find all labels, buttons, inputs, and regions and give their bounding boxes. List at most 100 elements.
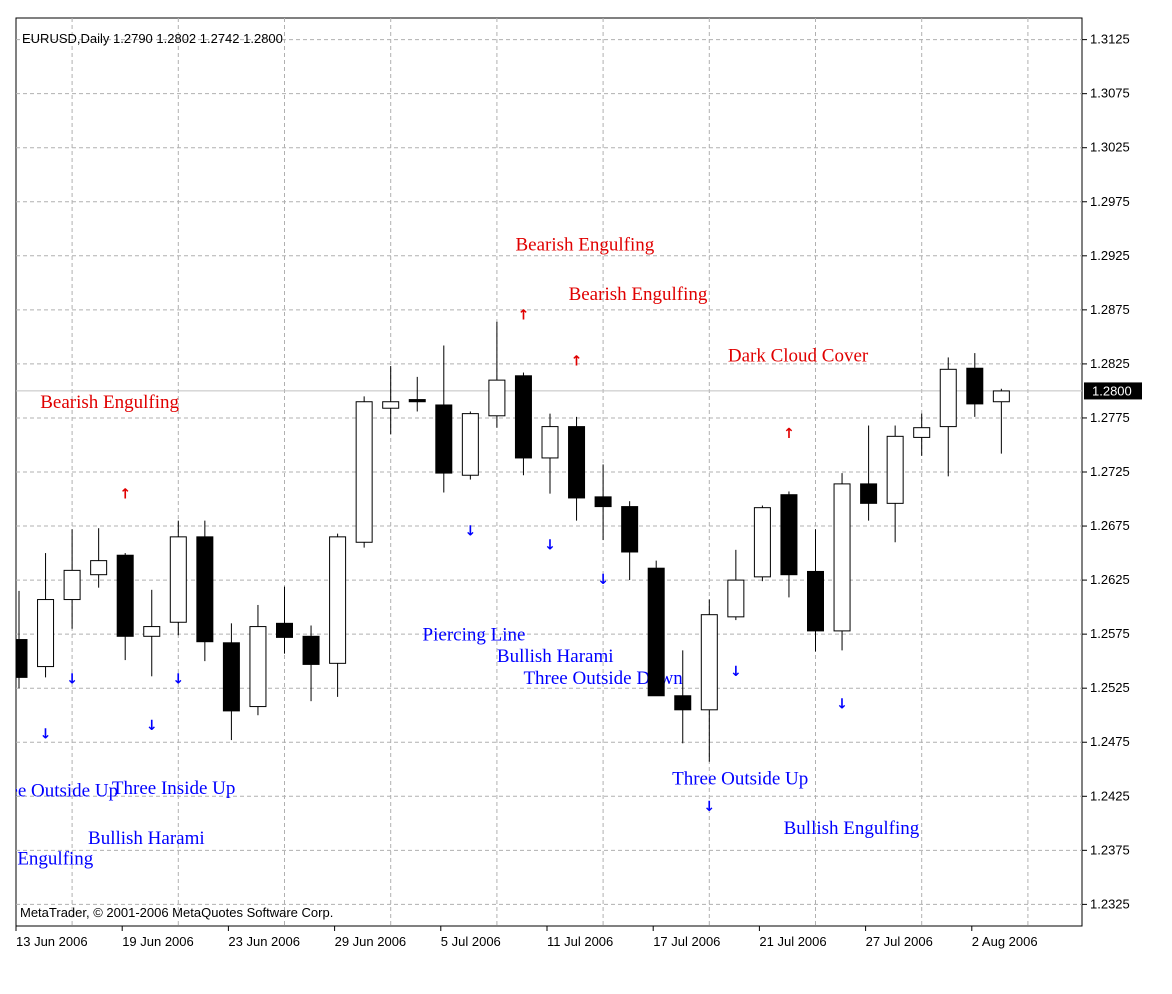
y-tick-label: 1.2825 — [1090, 356, 1130, 371]
candle — [807, 529, 824, 652]
current-price-label-text: 1.2800 — [1092, 383, 1132, 398]
pattern-label: Bearish Engulfing — [40, 392, 179, 413]
candle-body-down — [514, 375, 532, 459]
candle-body-up — [992, 390, 1010, 403]
bullish-arrow-icon: ↓ — [40, 727, 52, 743]
y-tick-label: 1.2375 — [1090, 842, 1130, 857]
candle — [222, 623, 240, 741]
bullish-arrow-icon: ↓ — [172, 672, 184, 688]
pattern-annotations: Bearish Engulfing Bearish Engulfing Dark C… — [3, 234, 920, 869]
candle-body-up — [329, 536, 347, 664]
bearish-arrow-icon: ↑ — [783, 426, 795, 442]
candle-body-up — [461, 413, 479, 476]
bullish-arrow-icon: ↓ — [730, 664, 742, 680]
pattern-label: ree Outside Up — [3, 780, 118, 801]
pattern-label: Bullish Harami — [497, 646, 614, 667]
candle-body-down — [674, 695, 692, 711]
candle-body-up — [143, 626, 161, 637]
candle-body-up — [913, 427, 931, 438]
bearish-arrow-icon: ↑ — [518, 307, 530, 323]
candle — [143, 589, 161, 677]
candle-body-down — [116, 554, 134, 637]
candle — [621, 501, 639, 581]
candle — [860, 425, 878, 521]
x-tick-label: 17 Jul 2006 — [653, 934, 720, 949]
candle — [568, 416, 586, 521]
y-tick-label: 1.2325 — [1090, 896, 1130, 911]
y-tick-label: 1.2775 — [1090, 410, 1130, 425]
candle — [939, 357, 957, 477]
candle — [674, 650, 692, 744]
candle — [514, 372, 532, 476]
candle — [780, 491, 798, 598]
y-tick-label: 1.2725 — [1090, 464, 1130, 479]
candle-body-up — [249, 626, 267, 708]
y-tick-label: 1.2625 — [1090, 572, 1130, 587]
candle-body-up — [541, 426, 559, 459]
candle — [647, 560, 665, 697]
pattern-label: Bearish Engulfing — [569, 284, 708, 305]
symbol-info-text: EURUSD,Daily 1.2790 1.2802 1.2742 1.2800 — [22, 31, 283, 46]
candle — [16, 590, 28, 689]
candle-body-down — [435, 404, 453, 474]
copyright-text: MetaTrader, © 2001-2006 MetaQuotes Softw… — [20, 905, 333, 920]
candle-body-down — [860, 483, 878, 504]
y-tick-label: 1.2525 — [1090, 680, 1130, 695]
pattern-label: Bearish Engulfing — [515, 234, 654, 255]
candle — [90, 528, 108, 588]
y-tick-label: 1.2875 — [1090, 302, 1130, 317]
pattern-label: Piercing Line — [423, 625, 526, 646]
bearish-arrow-icon: ↑ — [571, 354, 583, 370]
candle — [541, 413, 559, 494]
candle-body-up — [886, 435, 904, 504]
candle-body-up — [488, 379, 506, 417]
x-tick-label: 19 Jun 2006 — [122, 934, 194, 949]
candle — [355, 396, 373, 548]
candle-body-down — [568, 426, 586, 499]
y-tick-label: 1.2975 — [1090, 194, 1130, 209]
bearish-arrow-icon: ↑ — [119, 487, 131, 503]
candle-body-down — [408, 399, 426, 403]
pattern-label: Three Outside Down — [523, 668, 683, 689]
y-axis: 1.3125 1.3075 1.3025 1.2975 1.2925 1.2875 1.28… — [1082, 32, 1130, 911]
candle — [886, 425, 904, 543]
y-tick-label: 1.2475 — [1090, 734, 1130, 749]
candle — [249, 604, 267, 716]
x-tick-label: 21 Jul 2006 — [759, 934, 826, 949]
candle — [276, 586, 293, 654]
candle-body-down — [647, 567, 665, 697]
bullish-arrow-icon: ↓ — [597, 572, 609, 588]
candle — [488, 321, 506, 428]
candle — [992, 388, 1010, 454]
y-tick-label: 1.3025 — [1090, 140, 1130, 155]
bullish-arrow-icon: ↓ — [544, 538, 556, 554]
candle — [302, 625, 320, 702]
candle — [700, 599, 718, 762]
candle-body-up — [37, 599, 55, 668]
candle — [435, 345, 453, 493]
pattern-label: Three Inside Up — [112, 778, 235, 799]
candle-body-down — [594, 496, 612, 508]
candle-body-down — [966, 367, 984, 405]
y-tick-label: 1.3075 — [1090, 86, 1130, 101]
candle-body-up — [63, 569, 81, 601]
candle-body-down — [780, 494, 798, 576]
y-tick-label: 1.2925 — [1090, 248, 1130, 263]
candle — [913, 413, 931, 456]
x-axis: 13 Jun 2006 19 Jun 2006 23 Jun 2006 29 Jun … — [15, 926, 1038, 949]
candle-body-down — [302, 635, 320, 665]
pattern-label: Three Outside Up — [672, 768, 808, 789]
x-tick-label: 11 Jul 2006 — [547, 934, 613, 949]
candle-body-up — [169, 536, 187, 623]
candle — [727, 549, 745, 621]
candle — [833, 473, 851, 651]
candle-body-down — [196, 536, 214, 643]
candle-body-up — [753, 507, 771, 578]
candle — [408, 376, 426, 412]
candle-body-up — [382, 401, 400, 409]
candle — [63, 529, 81, 629]
candle — [753, 505, 771, 582]
pattern-label: h Engulfing — [3, 848, 94, 869]
y-tick-label: 1.3125 — [1090, 32, 1130, 47]
bullish-arrow-icon: ↓ — [66, 672, 78, 688]
